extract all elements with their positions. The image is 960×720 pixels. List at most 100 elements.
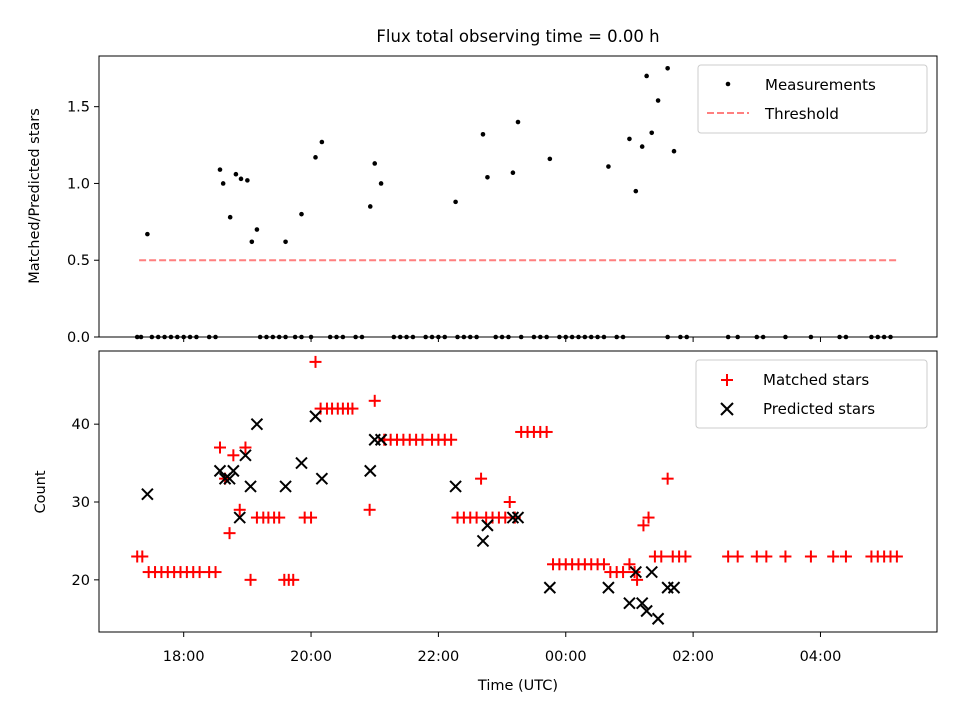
predicted-star-marker — [295, 456, 308, 470]
legend-measurements-marker — [725, 81, 731, 87]
measurement-point — [378, 181, 384, 186]
y-tick-label: 20 — [72, 573, 90, 589]
x-tick-label: 22:00 — [418, 649, 460, 665]
measurement-point — [217, 167, 223, 172]
x-stroke-b — [213, 464, 227, 478]
measurement-point — [367, 204, 373, 209]
matched-star-marker — [287, 573, 300, 586]
x-stroke-b — [476, 534, 490, 548]
measurement-point — [245, 178, 250, 183]
x-axis-label: Time (UTC) — [477, 678, 558, 694]
top-axes-frame — [98, 55, 938, 338]
matched-star-marker — [637, 519, 650, 532]
y-tick-label: 0.0 — [67, 330, 90, 346]
x-stroke-b — [233, 511, 246, 524]
matched-star-marker — [655, 550, 668, 563]
matched-star-marker — [617, 566, 630, 579]
x-tick-label: 18:00 — [163, 649, 205, 665]
x-tick-label: 04:00 — [800, 649, 842, 665]
bottom-x-ticks: 18:00 20:00 22:00 00:00 02:00 04:00 — [163, 632, 842, 665]
x-stroke-b — [227, 464, 240, 478]
measurement-point — [480, 132, 486, 137]
matched-star-marker — [631, 573, 644, 586]
measurement-point — [238, 176, 244, 182]
bottom-plot-area — [131, 355, 903, 625]
bottom-legend-box — [695, 359, 928, 429]
predicted-star-marker — [141, 488, 154, 501]
x-stroke-b — [244, 480, 257, 493]
matched-star-marker — [213, 441, 226, 454]
top-panel: Flux total observing time = 0.00 h 0.00.… — [27, 27, 938, 346]
predicted-star-marker — [374, 433, 388, 446]
predicted-star-marker — [213, 464, 227, 478]
measurement-point — [485, 175, 490, 180]
x-stroke-b — [374, 433, 388, 446]
measurement-point — [639, 144, 645, 149]
matched-star-marker — [305, 511, 318, 524]
matched-star-marker — [760, 550, 773, 563]
bottom-legend: Matched stars Predicted stars — [695, 359, 928, 429]
matched-star-marker — [227, 449, 240, 462]
measurement-point — [372, 161, 378, 166]
measurement-point — [145, 231, 150, 237]
matched-star-marker — [661, 472, 674, 485]
bottom-y-ticks: 20 30 40 — [72, 417, 99, 589]
x-stroke-b — [141, 488, 154, 501]
measurement-point — [313, 155, 318, 160]
bottom-panel: 20 30 40 18:00 20:00 22:00 00:00 02:00 04:00 Co… — [33, 350, 938, 694]
x-stroke-b — [239, 449, 252, 462]
x-stroke-b — [511, 511, 525, 524]
predicted-star-marker — [506, 511, 520, 524]
x-stroke-b — [506, 511, 520, 524]
x-stroke-b — [364, 464, 377, 478]
bottom-axes-frame — [98, 350, 938, 633]
matched-star-marker — [363, 503, 376, 516]
legend-matched-marker — [721, 374, 733, 386]
matched-star-marker — [503, 496, 516, 509]
x-stroke-b — [651, 612, 665, 625]
measurement-point — [299, 211, 304, 217]
legend-threshold-label: Threshold — [764, 105, 839, 123]
x-stroke-b — [481, 519, 494, 532]
measurement-point — [319, 139, 325, 145]
top-legend-box — [697, 64, 928, 134]
matched-star-marker — [827, 550, 840, 563]
matched-star-marker — [309, 355, 322, 368]
measurement-point — [627, 136, 632, 142]
matched-star-marker — [223, 527, 236, 540]
predicted-star-marker — [629, 565, 643, 579]
top-y-ticks: 0.0 0.5 1.0 1.5 — [67, 100, 99, 346]
x-stroke-b — [629, 565, 643, 579]
x-stroke-b — [543, 581, 557, 594]
measurement-point — [655, 98, 661, 103]
legend-matched-label: Matched stars — [763, 371, 869, 389]
x-stroke-b — [602, 581, 615, 594]
matched-star-marker — [346, 402, 359, 415]
y-tick-label: 1.0 — [67, 176, 90, 192]
matched-star-marker — [136, 550, 149, 563]
matched-star-marker — [239, 441, 252, 454]
measurement-point — [649, 130, 655, 136]
predicted-star-marker — [481, 519, 494, 532]
x-stroke-b — [635, 596, 649, 610]
legend-measurements-label: Measurements — [765, 76, 876, 94]
x-stroke-b — [223, 472, 236, 485]
predicted-star-marker — [223, 472, 236, 485]
top-x-ticks — [183, 337, 821, 342]
measurement-point — [547, 156, 553, 162]
predicted-star-marker — [645, 565, 658, 579]
matched-star-marker — [445, 433, 458, 446]
matched-star-marker — [244, 573, 257, 586]
matched-star-marker — [368, 394, 381, 407]
predicted-star-marker — [244, 480, 257, 493]
top-y-axis-label: Matched/Predicted stars — [27, 108, 43, 284]
predicted-star-marker — [233, 511, 246, 524]
predicted-star-marker — [449, 480, 462, 493]
x-stroke-b — [315, 472, 329, 485]
measurement-point — [233, 171, 239, 177]
predicted-star-marker — [239, 449, 252, 462]
measurement-point — [510, 170, 516, 175]
x-stroke-b — [250, 417, 264, 431]
measurement-point — [606, 164, 611, 169]
measurement-point — [671, 148, 677, 154]
